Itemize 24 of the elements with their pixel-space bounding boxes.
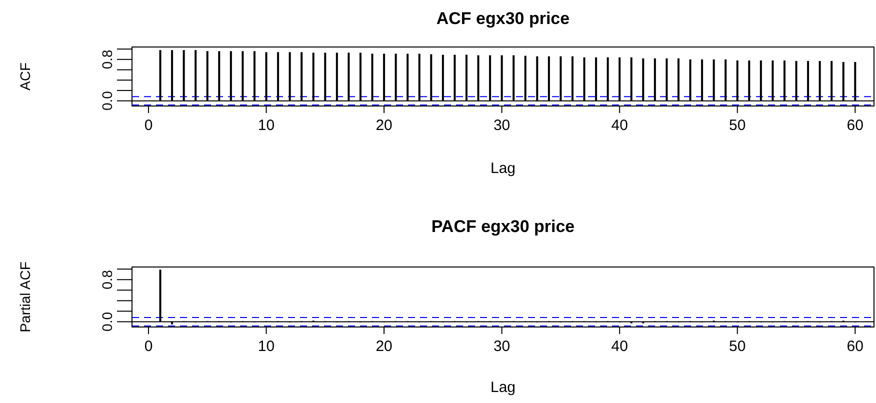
x-tick-label: 60 [846, 338, 864, 355]
y-tick-label: 0.0 [99, 90, 115, 111]
x-tick-label: 40 [611, 117, 628, 134]
x-tick-label: 10 [258, 338, 275, 355]
x-tick-label: 50 [729, 117, 746, 134]
x-tick-label: 10 [258, 117, 275, 134]
x-tick-label: 30 [493, 117, 510, 134]
y-axis-title: Partial ACF [17, 262, 33, 332]
y-tick-label: 0.8 [99, 270, 115, 290]
x-axis-title: Lag [490, 160, 516, 177]
x-tick-label: 20 [376, 117, 392, 134]
x-tick-label: 40 [611, 338, 628, 355]
chart-title: PACF egx30 price [431, 217, 575, 236]
y-tick-label: 0.0 [99, 312, 115, 332]
x-tick-label: 60 [846, 117, 864, 134]
y-axis-title: ACF [17, 62, 33, 90]
x-tick-label: 0 [144, 117, 153, 134]
x-tick-label: 20 [376, 338, 392, 355]
x-tick-label: 0 [144, 338, 153, 355]
chart-title: ACF egx30 price [436, 9, 570, 28]
x-tick-label: 50 [729, 338, 746, 355]
y-tick-label: 0.8 [99, 49, 115, 70]
x-tick-label: 30 [493, 338, 510, 355]
x-axis-title: Lag [490, 379, 516, 396]
